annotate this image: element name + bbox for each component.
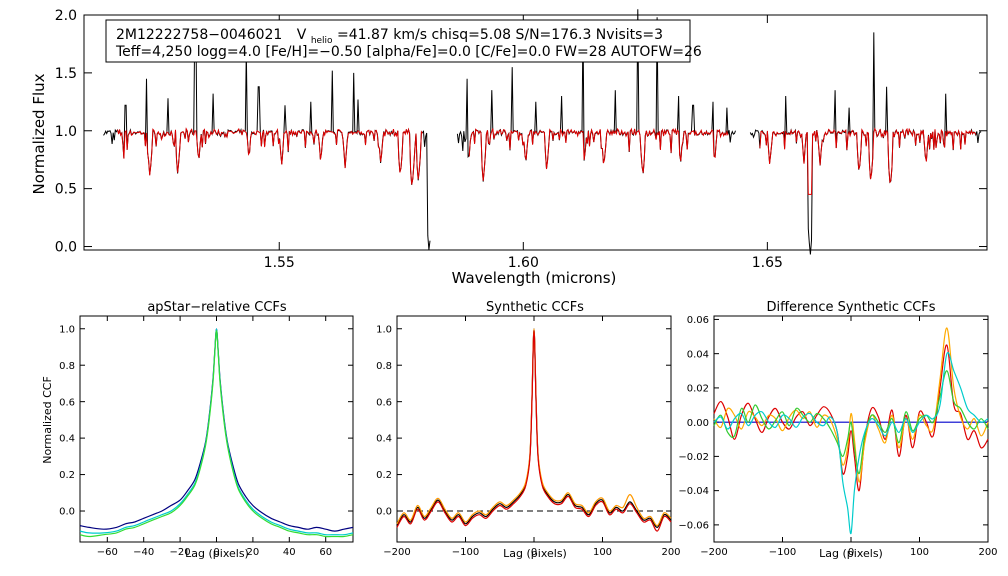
info-line-1: 2M12222758−0046021 V helio =41.87 km/s c… [116, 27, 663, 47]
spectrum-xtick-label: 1.60 [508, 255, 539, 271]
apstar-relative-ccf-xtick-label: −60 [97, 547, 118, 558]
spectrum-ytick-label: 0.0 [55, 240, 77, 256]
spectrum-ytick-label: 1.0 [55, 124, 77, 140]
spectrum-xtick-label: 1.65 [752, 255, 783, 271]
spectrum-ylabel: Normalized Flux [30, 73, 48, 194]
apstar-ccf-panel: apStar−relative CCFs Lag (pixels) Normal… [41, 300, 354, 560]
difference-synthetic-ccf-series-green [713, 370, 989, 475]
difference-ccf-title: Difference Synthetic CCFs [766, 300, 935, 315]
spectrum-ytick-label: 0.5 [55, 182, 77, 198]
synthetic-ccf-xtick-label: −100 [452, 547, 479, 558]
apstar-relative-ccf-ytick-label: 0.8 [59, 361, 75, 372]
synthetic-ccf-xtick-label: 200 [661, 547, 680, 558]
vhelio-label: V [297, 27, 307, 43]
synthetic-ccf-ytick-label: 0.2 [376, 470, 392, 481]
synthetic-ccf-panel: Synthetic CCFs Lag (pixels) −200 −100 0 100… [376, 300, 680, 560]
star-id: 2M12222758−0046021 [116, 27, 282, 43]
vhelio-value-text: =41.87 km/s chisq=5.08 S/N=176.3 Nvisits… [337, 27, 663, 43]
difference-synthetic-ccf-xtick-label: 100 [910, 547, 929, 558]
spectrum-panel: Normalized Flux Wavelength (microns) 1.5… [30, 8, 988, 287]
apstar-relative-ccf-xtick-label: 40 [283, 547, 296, 558]
apstar-relative-ccf-xtick-label: 60 [319, 547, 332, 558]
apstar-relative-ccf-xtick-label: −40 [133, 547, 154, 558]
apstar-relative-ccf-ytick-label: 1.0 [59, 324, 75, 335]
difference-ccf-xlabel: Lag (pixels) [819, 547, 883, 560]
difference-synthetic-ccf-series-cyan [713, 351, 989, 535]
difference-ccf-panel: Difference Synthetic CCFs Lag (pixels) −… [678, 300, 997, 560]
synthetic-ccf-ytick-label: 1.0 [376, 324, 392, 335]
difference-synthetic-ccf-xtick-label: 200 [978, 547, 997, 558]
apstar-relative-ccf-ytick-label: 0.0 [59, 507, 75, 518]
apstar-relative-ccf-xtick-label: −20 [170, 547, 191, 558]
difference-synthetic-ccf-ytick-label: 0.00 [687, 418, 709, 429]
synthetic-ccf-series-orange [396, 328, 672, 527]
spectrum-info-box: 2M12222758−0046021 V helio =41.87 km/s c… [105, 19, 702, 63]
synthetic-ccf-xtick-label: −200 [383, 547, 410, 558]
difference-synthetic-ccf-xtick-label: −200 [700, 547, 727, 558]
apstar-ccf-ylabel: Normalized CCF [41, 376, 54, 464]
synthetic-ccf-title: Synthetic CCFs [486, 300, 584, 315]
spectrum-model-line [117, 127, 423, 185]
synthetic-ccf-ytick-label: 0.8 [376, 361, 392, 372]
difference-synthetic-ccf-series-red [713, 344, 989, 492]
synthetic-ccf-xlabel: Lag (pixels) [503, 547, 567, 560]
apstar-relative-ccf-xtick-label: 20 [247, 547, 260, 558]
difference-synthetic-ccf-xtick-label: 0 [848, 547, 854, 558]
difference-synthetic-ccf-ytick-label: 0.06 [687, 315, 709, 326]
apstar-relative-ccf-xtick-label: 0 [213, 547, 219, 558]
spectrum-xtick-label: 1.55 [264, 255, 295, 271]
difference-synthetic-ccf-xtick-label: −100 [769, 547, 796, 558]
synthetic-ccf-series-red [396, 329, 672, 532]
synthetic-ccf-ytick-label: 0.4 [376, 434, 392, 445]
difference-synthetic-ccf-ytick-label: −0.04 [678, 486, 709, 497]
difference-synthetic-ccf-series-orange [713, 327, 989, 483]
apstar-relative-ccf-ytick-label: 0.6 [59, 397, 75, 408]
apstar-relative-ccf-ytick-label: 0.4 [59, 434, 75, 445]
synthetic-ccf-xtick-label: 100 [593, 547, 612, 558]
apstar-relative-ccf-series-visit-2 [79, 329, 354, 538]
info-line-2: Teff=4,250 logg=4.0 [Fe/H]=−0.50 [alpha/… [115, 44, 702, 60]
vhelio-subscript: helio [311, 36, 333, 46]
difference-synthetic-ccf-ytick-label: 0.04 [687, 349, 709, 360]
difference-synthetic-ccf-ytick-label: −0.06 [678, 520, 709, 531]
spectrum-ytick-label: 1.5 [55, 66, 77, 82]
synthetic-ccf-ytick-label: 0.0 [376, 507, 392, 518]
synthetic-ccf-xtick-label: 0 [531, 547, 537, 558]
spectrum-model-line [759, 127, 977, 195]
info-box-frame [105, 19, 691, 63]
difference-synthetic-ccf-ytick-label: −0.02 [678, 452, 709, 463]
spectrum-frame [83, 14, 988, 251]
apstar-relative-ccf-ytick-label: 0.2 [59, 470, 75, 481]
spectrum-xlabel: Wavelength (microns) [452, 269, 617, 287]
apstar-ccf-xlabel: Lag (pixels) [185, 547, 249, 560]
difference-synthetic-ccf-ytick-label: 0.02 [687, 384, 709, 395]
spectrum-model-line [468, 127, 729, 181]
synthetic-ccf-ytick-label: 0.6 [376, 397, 392, 408]
spectrum-ytick-label: 2.0 [55, 8, 77, 24]
apstar-ccf-title: apStar−relative CCFs [147, 300, 287, 315]
